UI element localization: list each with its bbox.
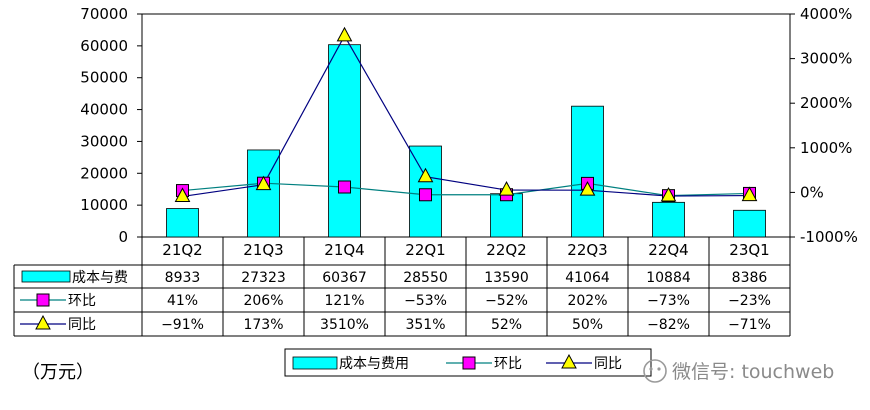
left-axis-tick-label: 0	[118, 228, 128, 246]
legend-label-cost: 成本与费用	[339, 356, 409, 372]
table-cell-tongbi: 173%	[243, 317, 283, 333]
left-axis-tick-label: 40000	[80, 101, 128, 119]
legend-key-cost	[292, 356, 338, 370]
table-cell-tongbi: 50%	[572, 317, 603, 333]
bar-cost-21Q2	[166, 208, 199, 238]
category-label: 22Q3	[567, 241, 607, 259]
tongbi-line	[182, 34, 750, 198]
table-legend-marker-huanbi	[36, 293, 50, 307]
unit-label: （万元）	[22, 362, 94, 383]
table-cell-cost: 27323	[241, 270, 286, 286]
tongbi-marker-22Q4	[660, 187, 677, 202]
table-cell-huanbi: 41%	[167, 293, 198, 309]
watermark: 微信号: touchweb	[643, 359, 834, 383]
right-axis-tick-label: 3000%	[800, 50, 852, 68]
left-axis-tick-label: 10000	[80, 196, 128, 214]
category-label: 21Q4	[324, 241, 364, 259]
right-axis-tick-label: 2000%	[800, 94, 852, 112]
table-cell-cost: 8386	[732, 270, 768, 286]
table-cell-huanbi: −23%	[728, 293, 771, 309]
legend-marker-huanbi	[462, 356, 476, 370]
table-cell-tongbi: 52%	[491, 317, 522, 333]
table-legend-marker-tongbi	[35, 314, 51, 330]
tongbi-marker-23Q1	[741, 186, 758, 202]
category-label: 22Q1	[405, 241, 445, 259]
plot-area	[141, 13, 791, 238]
table-cell-tongbi: −91%	[161, 317, 204, 333]
tongbi-marker-21Q3	[255, 175, 272, 191]
tongbi-marker-21Q2	[174, 187, 191, 202]
table-row-label-huanbi: 环比	[68, 293, 96, 309]
table-cell-huanbi: 121%	[324, 293, 364, 309]
table-row-label-tongbi: 同比	[68, 317, 96, 333]
bar-cost-22Q4	[652, 201, 685, 238]
bar-cost-23Q1	[733, 209, 766, 238]
table-cell-huanbi: −53%	[404, 293, 447, 309]
category-label: 23Q1	[729, 241, 769, 259]
table-cell-huanbi: −52%	[485, 293, 528, 309]
category-label: 21Q2	[162, 241, 202, 259]
left-axis-tick-label: 20000	[80, 164, 128, 182]
table-cell-tongbi: −82%	[647, 317, 690, 333]
right-axis-tick-label: 1000%	[800, 139, 852, 157]
legend-label-tongbi: 同比	[594, 356, 622, 372]
tongbi-marker-22Q3	[579, 181, 596, 196]
category-label: 22Q2	[486, 241, 526, 259]
table-cell-tongbi: 351%	[405, 317, 445, 333]
category-label: 21Q3	[243, 241, 283, 259]
right-axis-tick-label: 0%	[800, 183, 824, 201]
table-row-label-cost: 成本与费	[72, 270, 128, 286]
watermark-text: 微信号: touchweb	[672, 361, 834, 383]
huanbi-marker-21Q4	[338, 180, 351, 194]
huanbi-line	[182, 182, 750, 197]
category-label: 22Q4	[648, 241, 688, 259]
table-cell-huanbi: 206%	[243, 293, 283, 309]
table-cell-cost: 8933	[165, 270, 201, 286]
table-cell-cost: 60367	[322, 270, 367, 286]
table-cell-tongbi: 3510%	[320, 317, 369, 333]
legend-label-huanbi: 环比	[494, 356, 522, 372]
left-axis-tick-label: 60000	[80, 37, 128, 55]
huanbi-marker-22Q1	[419, 188, 432, 202]
bar-cost-22Q3	[571, 105, 604, 238]
table-cell-cost: 41064	[565, 270, 610, 286]
right-axis-tick-label: 4000%	[800, 5, 852, 23]
table-cell-huanbi: −73%	[647, 293, 690, 309]
table-legend-key-cost	[21, 270, 71, 283]
table-cell-tongbi: −71%	[728, 317, 771, 333]
legend-marker-tongbi	[561, 353, 577, 369]
table-cell-cost: 28550	[403, 270, 448, 286]
left-axis-tick-label: 50000	[80, 69, 128, 87]
table-cell-cost: 13590	[484, 270, 529, 286]
tongbi-marker-22Q1	[417, 167, 434, 183]
left-axis-tick-label: 70000	[80, 5, 128, 23]
left-axis-tick-label: 30000	[80, 132, 128, 150]
table-cell-huanbi: 202%	[567, 293, 607, 309]
right-axis-tick-label: -1000%	[800, 228, 858, 246]
bar-cost-21Q4	[328, 44, 361, 238]
tongbi-marker-22Q2	[498, 181, 515, 196]
table-cell-cost: 10884	[646, 270, 691, 286]
tongbi-marker-21Q4	[336, 26, 353, 42]
